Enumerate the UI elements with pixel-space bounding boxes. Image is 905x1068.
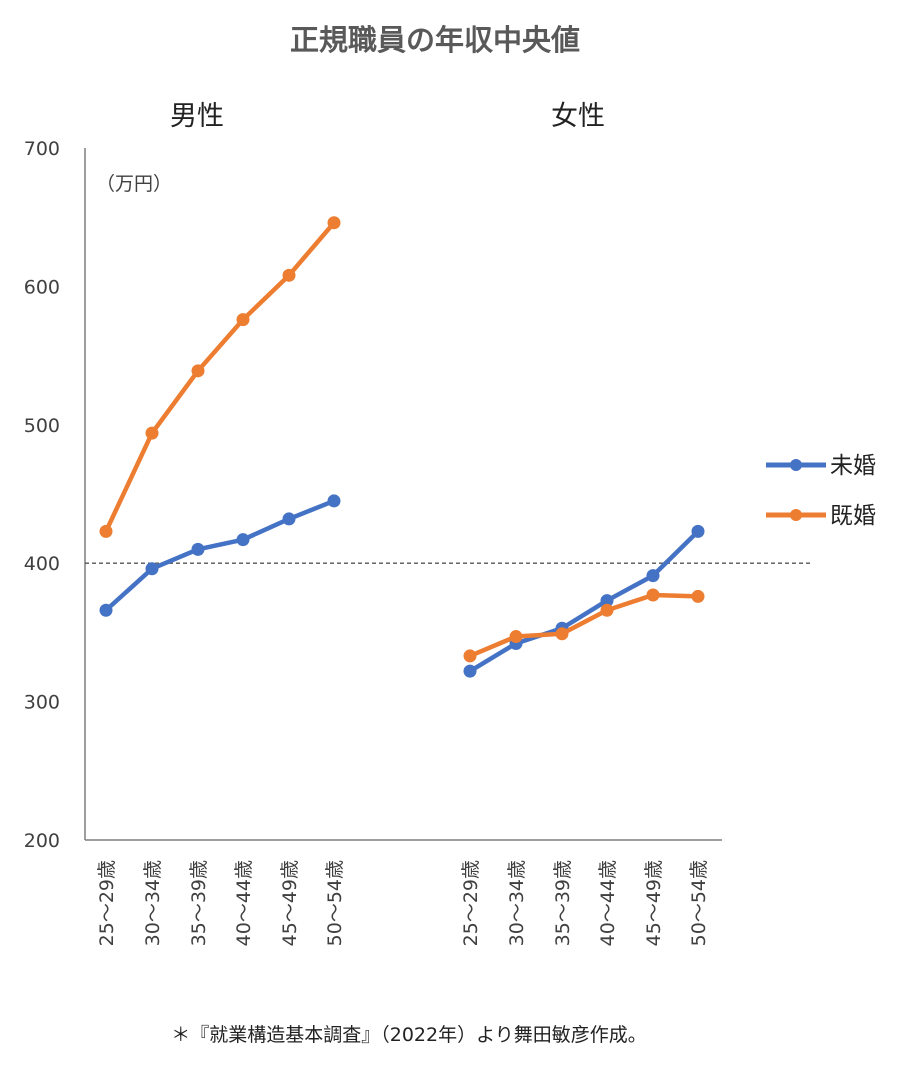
data-point xyxy=(555,627,569,641)
y-tick-label: 500 xyxy=(24,415,60,437)
data-point xyxy=(463,649,477,663)
x-tick-label: 50～54歳 xyxy=(688,860,710,946)
legend-marker-married xyxy=(790,509,802,521)
data-point xyxy=(463,664,477,678)
legend-label-married: 既婚 xyxy=(830,503,876,529)
data-point xyxy=(327,216,341,230)
axes xyxy=(84,148,722,841)
footnote: ＊『就業構造基本調査』（2022年）より舞田敏彦作成。 xyxy=(171,1024,646,1046)
data-point xyxy=(327,494,341,508)
y-tick-label: 400 xyxy=(24,553,60,575)
data-point xyxy=(600,603,614,617)
x-tick-label: 50～54歳 xyxy=(324,860,346,946)
x-tick-label: 45～49歳 xyxy=(643,860,665,946)
data-point xyxy=(691,524,705,538)
series-line-female-married xyxy=(467,592,701,659)
x-tick-label: 45～49歳 xyxy=(279,860,301,946)
legend: 未婚 既婚 xyxy=(766,453,876,529)
unit-label: （万円） xyxy=(96,173,172,195)
y-tick-label: 700 xyxy=(24,138,60,160)
data-point xyxy=(236,313,250,327)
data-point xyxy=(691,589,705,603)
x-tick-label: 40～44歳 xyxy=(233,860,255,946)
data-point xyxy=(509,630,523,644)
data-point xyxy=(282,512,296,526)
x-tick-label: 30～34歳 xyxy=(506,860,528,946)
data-point xyxy=(99,524,113,538)
data-point xyxy=(145,562,159,576)
series-line-female-unmarried xyxy=(467,529,701,674)
x-tick-label: 25～29歳 xyxy=(96,860,118,946)
data-point xyxy=(191,542,205,556)
x-tick-label: 35～39歳 xyxy=(188,860,210,946)
x-tick-label: 25～29歳 xyxy=(460,860,482,946)
series-line-male-unmarried xyxy=(103,498,337,613)
category-labels: 25～29歳 30～34歳 35～39歳 40～44歳 45～49歳 50～54歳 25～2… xyxy=(96,860,710,946)
y-tick-labels: 200 300 400 500 600 700 xyxy=(24,138,60,852)
series-group xyxy=(99,216,705,678)
data-point xyxy=(600,594,614,608)
chart-title: 正規職員の年収中央値 xyxy=(290,23,580,57)
data-point xyxy=(646,569,660,583)
y-tick-label: 300 xyxy=(24,692,60,714)
data-point xyxy=(191,364,205,378)
data-point xyxy=(646,588,660,602)
legend-marker-unmarried xyxy=(790,459,802,471)
data-point xyxy=(99,603,113,617)
panel-label-male: 男性 xyxy=(170,101,224,132)
y-tick-label: 600 xyxy=(24,276,60,298)
y-tick-label: 200 xyxy=(24,830,60,852)
x-tick-label: 30～34歳 xyxy=(142,860,164,946)
legend-label-unmarried: 未婚 xyxy=(830,453,876,479)
x-tick-label: 40～44歳 xyxy=(597,860,619,946)
panel-label-female: 女性 xyxy=(551,101,605,132)
data-point xyxy=(282,268,296,282)
data-point xyxy=(145,426,159,440)
series-line-male-married xyxy=(103,220,337,534)
data-point xyxy=(236,533,250,547)
x-tick-label: 35～39歳 xyxy=(552,860,574,946)
